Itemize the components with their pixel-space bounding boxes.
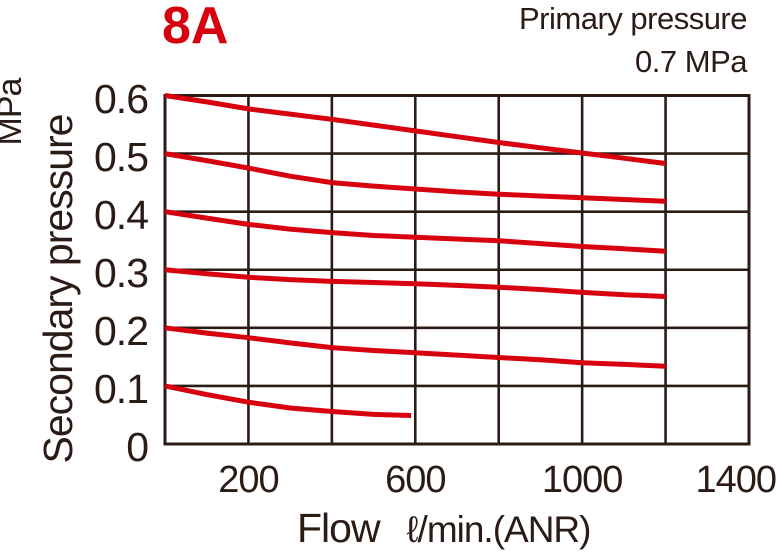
pressure-curve <box>164 267 666 299</box>
primary-pressure-value: 0.7 MPa <box>635 44 747 79</box>
primary-pressure-label: Primary pressure <box>519 1 748 36</box>
y-tick-label: 0.5 <box>94 133 149 180</box>
primary-pressure-annotation: Primary pressure 0.7 MPa <box>519 0 748 83</box>
x-axis-label-name: Flow <box>297 505 381 551</box>
chart-title: 8A <box>162 0 229 55</box>
y-tick-label: 0.1 <box>94 365 149 412</box>
y-tick-label: 0.4 <box>94 191 149 238</box>
x-tick-label: 1000 <box>541 459 624 501</box>
y-tick-label: 0 <box>126 424 149 470</box>
y-tick-label: 0.6 <box>94 75 149 122</box>
y-tick-label: 0.2 <box>94 307 149 354</box>
x-axis-label: Flow ℓ/min.(ANR) <box>297 505 592 552</box>
x-tick-label: 1400 <box>695 459 776 501</box>
pressure-curve <box>164 151 666 204</box>
pressure-curve <box>164 383 412 418</box>
pressure-curve <box>164 209 666 254</box>
x-axis-label-unit: ℓ/min.(ANR) <box>406 509 592 550</box>
y-axis-unit: MPa <box>0 78 29 146</box>
x-tick-label: 200 <box>218 459 279 501</box>
pressure-curve <box>164 93 666 166</box>
x-tick-label: 600 <box>385 459 446 501</box>
plot-border <box>163 94 751 446</box>
y-tick-label: 0.3 <box>94 249 149 296</box>
pressure-curve <box>164 325 666 369</box>
